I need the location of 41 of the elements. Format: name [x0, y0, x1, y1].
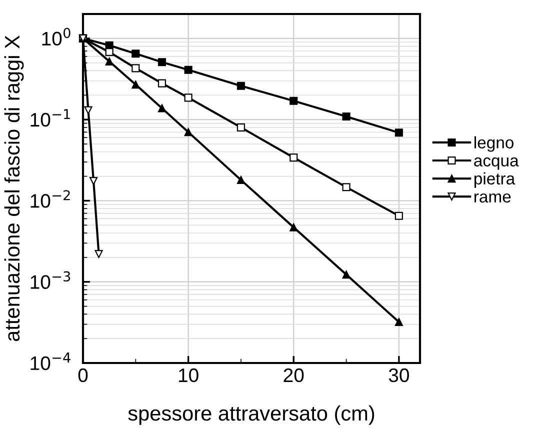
point: [342, 112, 350, 121]
point: [158, 58, 166, 66]
y-tick-label: 10$^{−3}$: [30, 271, 70, 289]
point: [236, 123, 245, 132]
point: [184, 94, 192, 102]
point: [290, 223, 298, 232]
y-tick-label: 10$^{−4}$: [30, 352, 70, 370]
point: [84, 106, 92, 114]
point: [236, 82, 245, 90]
y-tick-label: 10$^{−2}$: [30, 190, 70, 208]
point: [342, 183, 350, 192]
point: [394, 212, 403, 220]
point: [236, 176, 245, 184]
y-tick-label: 10$^{0}$: [42, 28, 70, 46]
point: [90, 176, 98, 186]
legend-label: rame: [474, 193, 511, 203]
point: [394, 128, 403, 137]
point: [184, 66, 192, 74]
x-tick-label: 10: [178, 368, 198, 382]
point: [184, 128, 192, 136]
point: [290, 154, 298, 162]
point: [105, 48, 114, 56]
point: [105, 57, 114, 66]
x-tick-label: 0: [78, 368, 88, 382]
x-axis-title: spessore attraversato (cm): [128, 405, 374, 425]
x-tick-label: 20: [284, 368, 304, 382]
point: [158, 104, 166, 112]
point: [132, 64, 140, 72]
legend-label: acqua: [474, 157, 519, 170]
y-axis-title: attenuazione del fascio di raggi X: [4, 35, 24, 342]
point: [132, 50, 140, 58]
x-tick-label: 30: [388, 368, 409, 382]
point: [132, 80, 140, 89]
point: [290, 96, 298, 105]
point: [394, 318, 403, 326]
legend-label: pietra: [474, 172, 516, 188]
legend-label: legno: [474, 136, 514, 152]
point: [94, 250, 103, 258]
point: [342, 270, 350, 279]
y-tick-label: 10$^{−1}$: [30, 109, 70, 127]
point: [158, 79, 166, 88]
